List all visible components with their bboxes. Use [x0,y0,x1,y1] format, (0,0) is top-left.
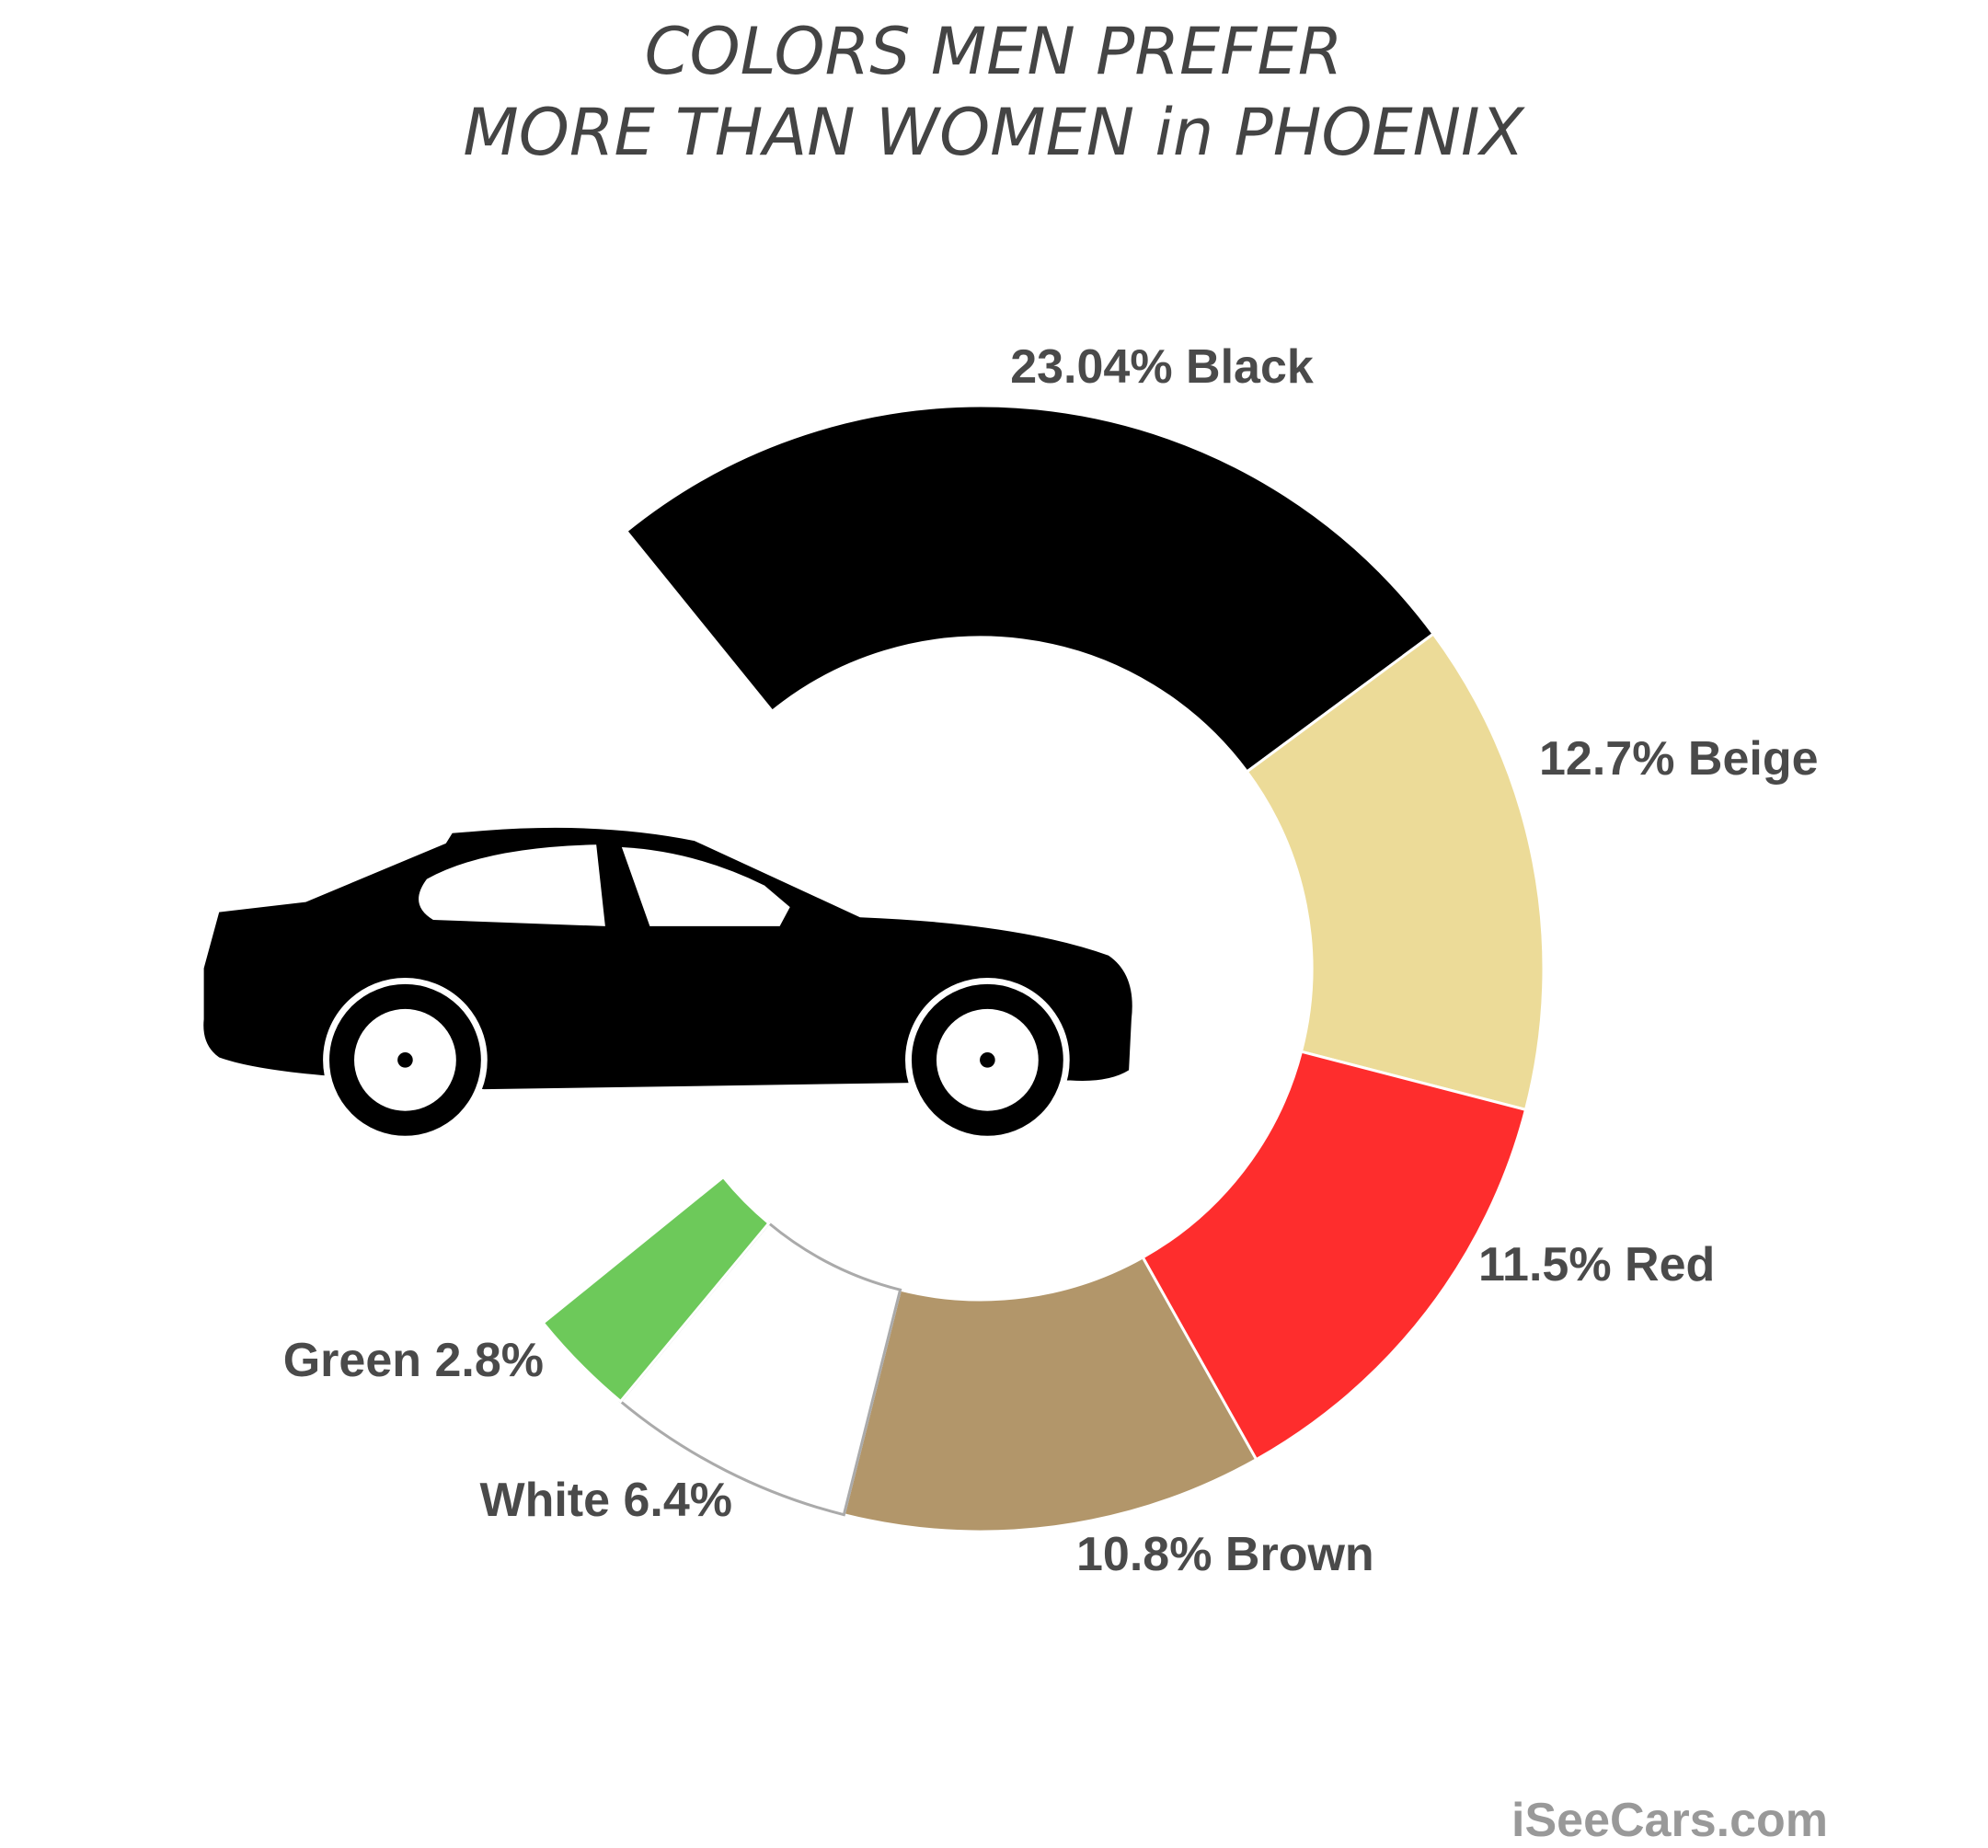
segment-label: 11.5% Red [1478,1238,1715,1291]
value-label: 6.4% [623,1474,732,1527]
donut-segment [1245,632,1546,1112]
category-label: Brown [1225,1528,1374,1581]
value-label: 11.5% [1478,1238,1612,1291]
segment-label: 23.04% Black [1010,340,1314,394]
segment-label: Green 2.8% [283,1334,544,1387]
source: iSeeCars.com [1511,1794,1828,1847]
car-icon [203,827,1132,1142]
segment-label: 12.7% Beige [1539,732,1819,786]
donut-segment [1141,1050,1528,1462]
category-label: Black [1186,340,1314,394]
category-label: White [479,1474,610,1527]
category-label: Beige [1688,732,1819,786]
chart-title: COLORS MEN PREFER [645,14,1343,89]
value-label: 10.8% [1076,1528,1212,1581]
segment-label: White 6.4% [479,1474,732,1527]
segment-label: 10.8% Brown [1076,1528,1374,1581]
category-label: Red [1625,1238,1715,1291]
donut-segment [842,1255,1258,1533]
value-label: 12.7% [1539,732,1674,786]
donut-segment [624,404,1436,775]
value-label: 23.04% [1010,340,1172,394]
donut-segment [541,1175,771,1404]
chart-title: MORE THAN WOMEN in PHOENIX [463,95,1525,170]
value-label: 2.8% [434,1334,544,1387]
category-label: Green [283,1334,421,1387]
